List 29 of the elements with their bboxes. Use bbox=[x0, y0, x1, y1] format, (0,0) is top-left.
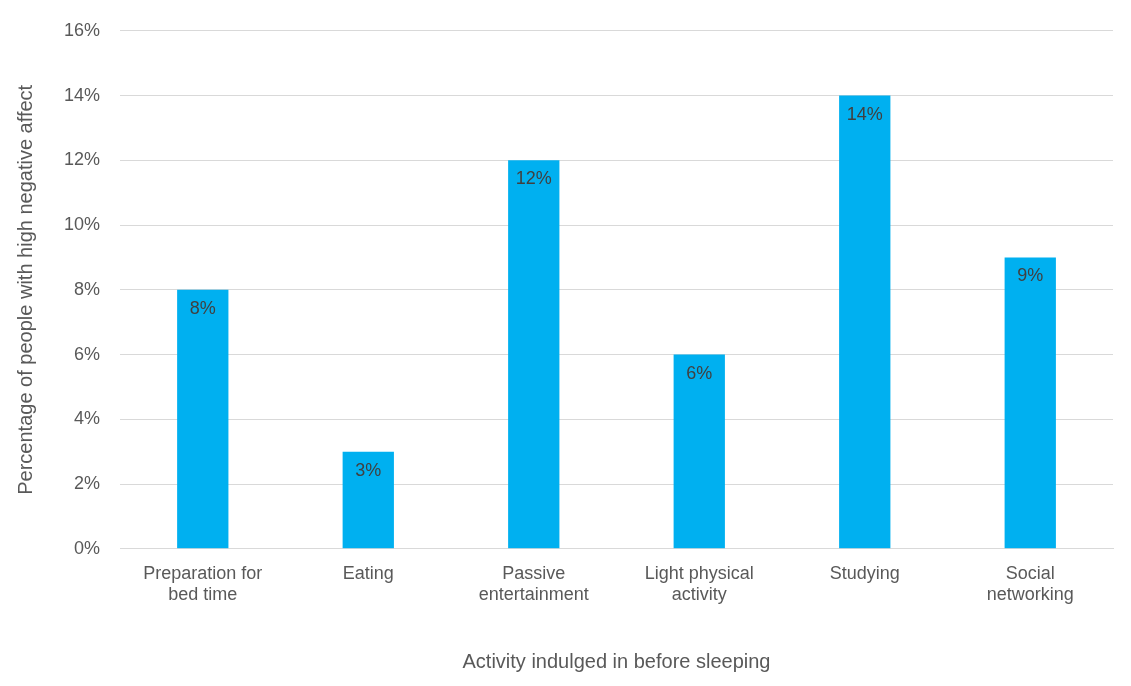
y-axis-title: Percentage of people with high negative affect bbox=[13, 84, 36, 495]
data-label: 8% bbox=[189, 297, 216, 318]
x-tick-label: Social networking bbox=[986, 562, 1074, 605]
bar bbox=[673, 354, 725, 549]
data-label: 6% bbox=[686, 362, 713, 383]
y-tick-label: 16% bbox=[64, 19, 101, 40]
y-tick-label: 12% bbox=[64, 149, 101, 170]
x-tick-label: Passive entertainment bbox=[478, 562, 589, 605]
y-tick-label: 0% bbox=[74, 537, 101, 558]
data-label: 12% bbox=[515, 168, 552, 189]
y-tick-label: 14% bbox=[64, 84, 101, 105]
bar bbox=[177, 289, 229, 549]
data-label: 9% bbox=[1017, 265, 1044, 286]
bar bbox=[1004, 257, 1056, 549]
x-tick-label: Preparation for bed time bbox=[143, 562, 263, 605]
x-axis-title: Activity indulged in before sleeping bbox=[462, 649, 771, 672]
x-tick-label: Studying bbox=[829, 562, 900, 583]
x-tick-label: Eating bbox=[342, 562, 394, 583]
bar bbox=[839, 95, 891, 549]
y-tick-label: 8% bbox=[74, 278, 101, 299]
bar bbox=[342, 451, 394, 549]
bar bbox=[508, 160, 560, 549]
y-tick-label: 10% bbox=[64, 214, 101, 235]
y-tick-label: 6% bbox=[74, 343, 101, 364]
y-tick-label: 2% bbox=[74, 473, 101, 494]
data-label: 14% bbox=[846, 103, 883, 124]
x-tick-label: Light physical activity bbox=[644, 562, 754, 605]
y-tick-label: 4% bbox=[74, 408, 101, 429]
data-label: 3% bbox=[355, 459, 382, 480]
